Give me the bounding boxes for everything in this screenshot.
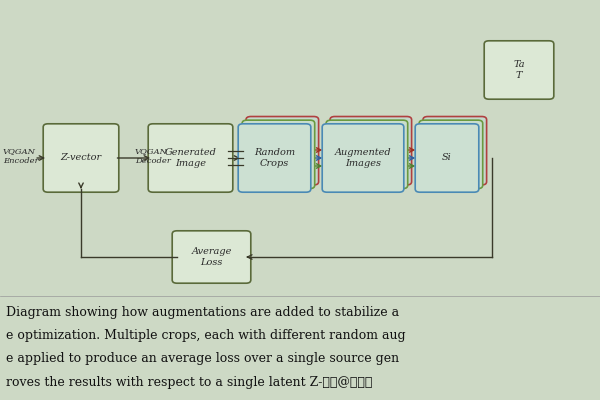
- FancyBboxPatch shape: [238, 124, 311, 192]
- FancyBboxPatch shape: [172, 231, 251, 283]
- Text: Si: Si: [442, 154, 452, 162]
- FancyBboxPatch shape: [322, 124, 404, 192]
- FancyBboxPatch shape: [419, 120, 482, 188]
- FancyBboxPatch shape: [148, 124, 233, 192]
- Text: VQGAN
Encoder: VQGAN Encoder: [3, 148, 38, 165]
- FancyBboxPatch shape: [246, 116, 319, 185]
- Text: Ta
T: Ta T: [513, 60, 525, 80]
- Text: e applied to produce an average loss over a single source gen: e applied to produce an average loss ove…: [6, 352, 399, 366]
- Text: Diagram showing how augmentations are added to stabilize a: Diagram showing how augmentations are ad…: [6, 306, 399, 319]
- Text: Average
Loss: Average Loss: [191, 247, 232, 267]
- FancyBboxPatch shape: [43, 124, 119, 192]
- FancyBboxPatch shape: [423, 116, 487, 185]
- FancyBboxPatch shape: [415, 124, 479, 192]
- FancyBboxPatch shape: [484, 41, 554, 99]
- Text: Augmented
Images: Augmented Images: [335, 148, 391, 168]
- Text: Generated
Image: Generated Image: [164, 148, 217, 168]
- FancyBboxPatch shape: [242, 120, 314, 188]
- Text: Z-vector: Z-vector: [61, 154, 101, 162]
- FancyBboxPatch shape: [326, 120, 408, 188]
- FancyBboxPatch shape: [330, 116, 412, 185]
- Text: VQGAN
Decoder: VQGAN Decoder: [135, 148, 171, 165]
- Text: roves the results with respect to a single latent Z-头条@人工智: roves the results with respect to a sing…: [6, 376, 373, 389]
- Text: Random
Crops: Random Crops: [254, 148, 295, 168]
- Text: e optimization. Multiple crops, each with different random aug: e optimization. Multiple crops, each wit…: [6, 329, 406, 342]
